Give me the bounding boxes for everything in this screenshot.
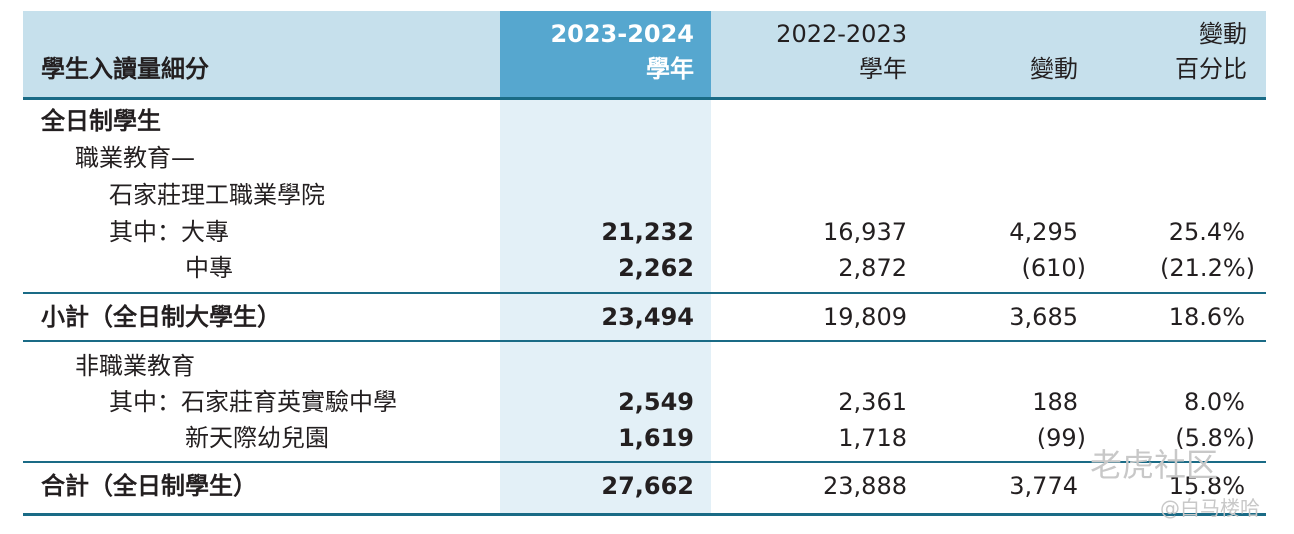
watermark-handle: @白马楼哈	[1160, 496, 1260, 520]
cell-2324-kindergarten: 1,619	[618, 424, 694, 452]
row-label-dazhuan: 其中：大專	[109, 218, 229, 246]
current-year-header-highlight	[500, 11, 711, 97]
col-change-pct-line2: 百分比	[1175, 55, 1247, 83]
table-header: 學生入讀量細分 2023-2024 學年 2022-2023 學年 變動 變動 …	[23, 11, 1266, 97]
cell-pct-subtotal: 18.6%	[1168, 303, 1245, 331]
cell-pct-kindergarten: (5.8%)	[1175, 424, 1255, 452]
cell-change-dazhuan: 4,295	[1009, 218, 1078, 246]
cell-2324-subtotal: 23,494	[601, 303, 694, 331]
row-label-subtotal: 小計（全日制大學生）	[41, 303, 281, 331]
col-change-pct-line1: 變動	[1199, 20, 1247, 48]
cell-change-zhongzhuan: (610)	[1021, 254, 1086, 282]
col-change-label: 變動	[1030, 55, 1078, 83]
institute-name: 石家莊理工職業學院	[109, 181, 325, 209]
cell-2223-middle-school: 2,361	[838, 388, 907, 416]
subtotal-rule-top	[23, 292, 1266, 294]
cell-2324-dazhuan: 21,232	[601, 218, 694, 246]
subsection-nonvocational: 非職業教育	[75, 352, 195, 380]
cell-pct-zhongzhuan: (21.2%)	[1160, 254, 1255, 282]
header-rule	[23, 97, 1266, 100]
cell-pct-total: 15.8%	[1168, 472, 1245, 500]
row-label-kindergarten: 新天際幼兒園	[185, 424, 329, 452]
cell-2223-total: 23,888	[823, 472, 907, 500]
col-2023-2024-label: 學年	[646, 55, 694, 83]
subtotal-rule-bottom	[23, 340, 1266, 342]
cell-change-subtotal: 3,685	[1009, 303, 1078, 331]
cell-2324-zhongzhuan: 2,262	[618, 254, 694, 282]
cell-2223-kindergarten: 1,718	[838, 424, 907, 452]
row-label-total: 合計（全日制學生）	[41, 472, 257, 500]
cell-2324-total: 27,662	[601, 472, 694, 500]
cell-2223-dazhuan: 16,937	[823, 218, 907, 246]
section-full-time: 全日制學生	[41, 107, 161, 135]
col-2022-2023-year: 2022-2023	[776, 20, 907, 48]
col-2022-2023-label: 學年	[859, 55, 907, 83]
cell-change-total: 3,774	[1009, 472, 1078, 500]
cell-2324-middle-school: 2,549	[618, 388, 694, 416]
row-label-zhongzhuan: 中專	[185, 254, 233, 282]
col-2023-2024-year: 2023-2024	[550, 20, 694, 48]
table-title: 學生入讀量細分	[41, 55, 209, 83]
total-rule-top	[23, 461, 1266, 463]
cell-pct-dazhuan: 25.4%	[1168, 218, 1245, 246]
subsection-vocational: 職業教育—	[75, 144, 195, 172]
cell-change-middle-school: 188	[1032, 388, 1078, 416]
cell-change-kindergarten: (99)	[1036, 424, 1086, 452]
watermark-logo-text: 老虎社区	[1090, 446, 1219, 484]
cell-pct-middle-school: 8.0%	[1184, 388, 1245, 416]
cell-2223-zhongzhuan: 2,872	[838, 254, 907, 282]
cell-2223-subtotal: 19,809	[823, 303, 907, 331]
table-bottom-rule	[23, 513, 1266, 516]
row-label-middle-school: 其中：石家莊育英實驗中學	[109, 388, 397, 416]
